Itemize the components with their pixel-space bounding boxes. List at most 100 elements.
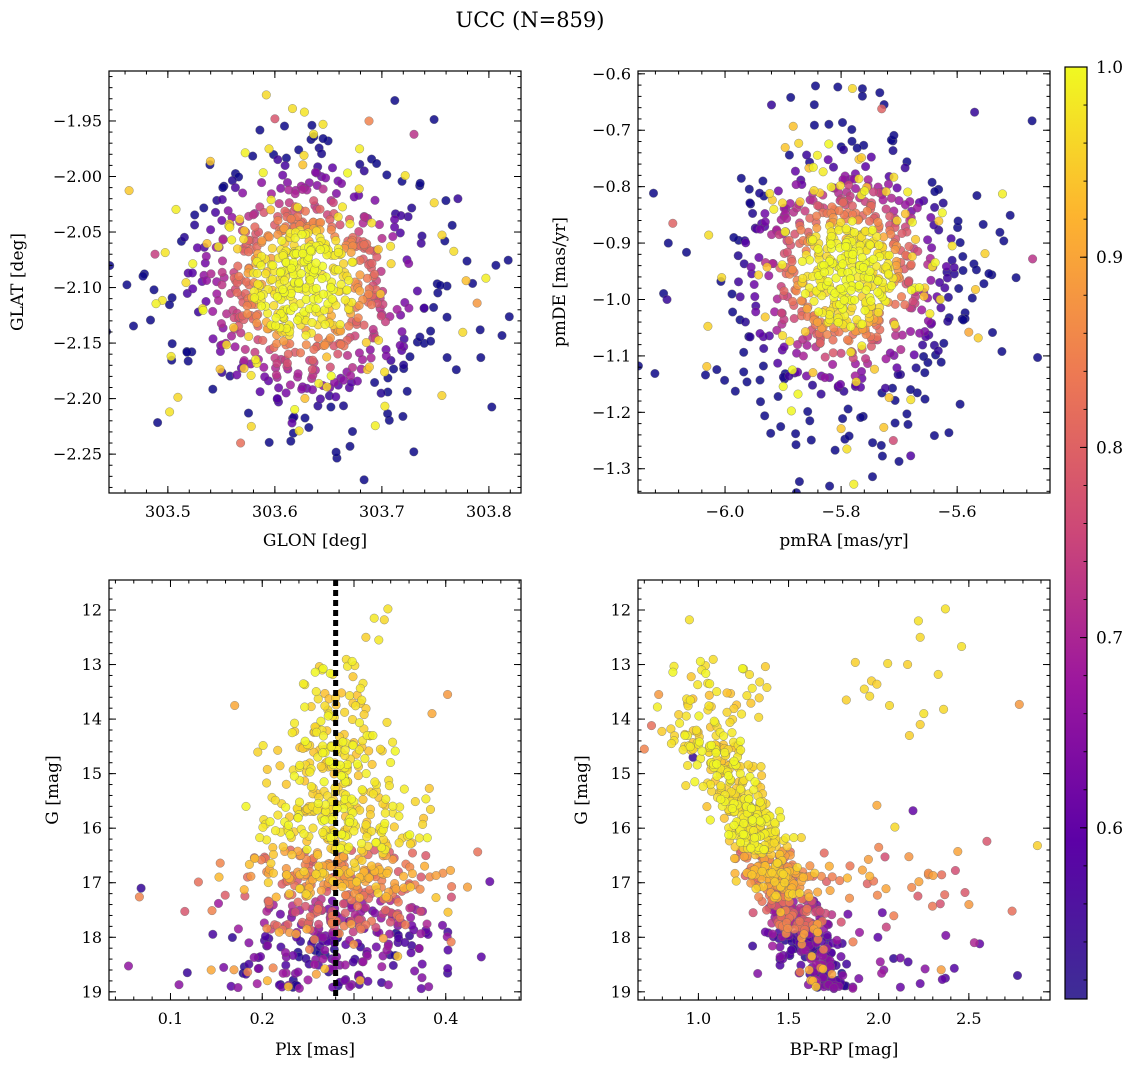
- data-point: [416, 907, 426, 916]
- data-point: [309, 129, 319, 139]
- data-point: [340, 960, 350, 970]
- data-point: [310, 959, 320, 969]
- data-point: [857, 84, 867, 94]
- y-axis-label: G [mag]: [43, 755, 63, 824]
- data-point: [777, 308, 786, 318]
- data-point: [863, 854, 873, 864]
- data-point: [298, 160, 308, 170]
- data-point: [402, 386, 412, 396]
- data-point: [654, 690, 664, 699]
- data-point: [818, 167, 828, 177]
- x-axis-label: pmRA [mas/yr]: [779, 531, 908, 551]
- data-point: [374, 220, 384, 230]
- data-point: [906, 451, 916, 461]
- data-point: [283, 178, 292, 188]
- data-point: [300, 413, 310, 423]
- data-point: [717, 273, 727, 283]
- data-point: [437, 391, 447, 400]
- data-point: [449, 246, 459, 256]
- data-point: [808, 368, 818, 378]
- data-point: [393, 897, 403, 907]
- data-point: [383, 941, 393, 951]
- data-point: [328, 198, 338, 208]
- data-point: [405, 830, 415, 840]
- data-point: [746, 803, 756, 813]
- data-point: [937, 208, 947, 218]
- data-point: [166, 351, 176, 361]
- data-point: [446, 937, 456, 947]
- data-point: [300, 736, 310, 746]
- data-point: [870, 33, 879, 42]
- data-point: [791, 429, 801, 439]
- data-point: [698, 782, 708, 791]
- x-tick-label: 303.8: [466, 502, 512, 521]
- data-point: [623, 316, 632, 325]
- data-point: [262, 923, 272, 933]
- data-point: [798, 351, 808, 361]
- data-point: [730, 868, 740, 878]
- data-point: [415, 884, 425, 894]
- data-point: [264, 896, 274, 906]
- data-point: [358, 795, 368, 804]
- data-point: [720, 375, 730, 385]
- data-point: [823, 277, 833, 286]
- axis-ticks: 303.5 303.6 303.7 303.8 −1.95 −2.00 −2.05 −2.10…: [53, 71, 521, 521]
- data-point: [299, 829, 309, 839]
- data-point: [894, 196, 904, 206]
- data-point: [782, 247, 792, 257]
- data-point: [843, 404, 853, 414]
- data-point: [857, 91, 867, 101]
- data-point: [780, 878, 790, 888]
- data-point: [939, 704, 949, 714]
- data-point: [416, 929, 426, 939]
- data-point: [754, 693, 764, 703]
- data-point: [384, 781, 394, 791]
- data-point: [290, 718, 299, 728]
- data-point: [704, 230, 714, 240]
- data-point: [300, 702, 310, 712]
- data-point: [662, 295, 672, 304]
- data-point: [361, 769, 371, 779]
- data-point: [416, 872, 426, 882]
- data-point: [264, 144, 274, 154]
- data-point: [738, 664, 747, 674]
- data-point: [830, 445, 840, 455]
- data-point: [271, 321, 281, 330]
- data-point: [302, 924, 312, 934]
- data-point: [352, 759, 362, 769]
- data-point: [364, 873, 374, 883]
- data-point: [925, 309, 935, 319]
- data-point: [258, 822, 268, 832]
- data-point: [363, 976, 373, 986]
- data-point: [960, 888, 970, 897]
- data-point: [236, 438, 246, 448]
- y-tick-label: 14: [611, 710, 631, 729]
- data-point: [724, 830, 734, 840]
- data-point: [874, 240, 884, 250]
- data-point: [377, 962, 387, 972]
- data-point: [788, 265, 797, 275]
- data-point: [261, 90, 271, 100]
- data-point: [668, 667, 678, 677]
- data-point: [758, 176, 768, 186]
- data-point: [722, 707, 732, 717]
- data-point: [294, 426, 304, 436]
- data-point: [876, 440, 886, 450]
- data-point: [930, 202, 940, 212]
- data-point: [233, 924, 243, 934]
- data-point: [348, 957, 358, 967]
- data-point: [304, 423, 314, 432]
- data-point: [421, 794, 431, 804]
- data-point: [407, 203, 417, 213]
- data-point: [793, 389, 803, 399]
- data-point: [900, 300, 910, 310]
- data-point: [339, 401, 348, 411]
- data-point: [934, 216, 944, 226]
- data-point: [357, 838, 366, 848]
- data-point: [877, 968, 887, 978]
- data-point: [771, 891, 781, 901]
- axis-ticks: −6.0 −5.8 −5.6 −0.6 −0.7 −0.8 −0.9 −1.0 −1.1 −1.2…: [592, 64, 1051, 521]
- data-point: [835, 181, 845, 191]
- data-point: [812, 223, 822, 233]
- data-point: [764, 271, 774, 281]
